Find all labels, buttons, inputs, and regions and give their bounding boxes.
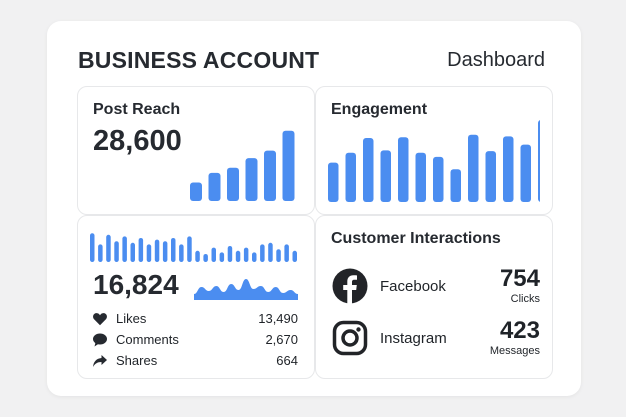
engagement-bar: [345, 152, 356, 202]
activity-bar: [284, 244, 289, 262]
heart-icon: [93, 313, 107, 326]
comments-row: Comments 2,670: [92, 331, 298, 349]
activity-bar-chart: [90, 233, 297, 262]
facebook-clicks-value: 754: [499, 265, 540, 292]
post-reach-bar: [208, 172, 221, 201]
activity-bar: [292, 250, 297, 262]
engagement-bar: [450, 169, 461, 202]
engagement-bar: [433, 156, 444, 202]
post-reach-bar-chart: [190, 130, 295, 201]
engagement-bar: [328, 162, 339, 202]
engagement-bar: [363, 138, 374, 202]
activity-bar: [154, 239, 160, 262]
shares-label: Shares: [116, 353, 158, 368]
engagement-bar: [503, 136, 514, 202]
engagement-bar: [538, 120, 540, 202]
interaction-stats-panel[interactable]: 16,824 Likes 13,490 Comments 2,670 Share…: [77, 215, 315, 379]
engagement-bar: [380, 150, 391, 202]
comments-value: 2,670: [265, 332, 298, 347]
post-reach-bar: [282, 130, 295, 201]
activity-bar: [114, 241, 119, 262]
activity-wave-chart: [194, 279, 298, 300]
page-title: BUSINESS ACCOUNT: [78, 47, 320, 73]
shares-value: 664: [276, 353, 298, 368]
activity-bar: [252, 252, 257, 262]
likes-label: Likes: [116, 311, 147, 326]
facebook-row[interactable]: Facebook 754 Clicks: [332, 265, 542, 306]
instagram-messages-value: 423: [499, 317, 540, 344]
dashboard-label[interactable]: Dashboard: [447, 49, 545, 71]
activity-bar: [195, 250, 200, 262]
activity-bar: [130, 242, 135, 262]
likes-row: Likes 13,490: [92, 310, 298, 328]
likes-value: 13,490: [258, 311, 298, 326]
total-interactions-value: 16,824: [93, 269, 179, 300]
activity-bar: [243, 247, 249, 262]
activity-bar: [260, 244, 265, 262]
share-icon: [93, 355, 107, 367]
activity-bar: [276, 249, 281, 262]
activity-bar: [227, 246, 233, 262]
engagement-bar: [520, 144, 531, 202]
engagement-bar: [415, 152, 426, 202]
activity-bar: [90, 233, 95, 262]
post-reach-bar: [245, 158, 258, 201]
customer-interactions-panel[interactable]: Customer Interactions Facebook 754 Click…: [315, 215, 553, 379]
activity-bar: [98, 244, 103, 262]
activity-bar: [219, 252, 225, 262]
post-reach-bar: [190, 182, 202, 201]
instagram-icon: [332, 320, 368, 356]
comments-label: Comments: [116, 332, 179, 347]
activity-bar: [106, 234, 111, 262]
facebook-label: Facebook: [380, 278, 446, 295]
engagement-bar: [485, 151, 496, 202]
facebook-icon: [332, 268, 368, 304]
activity-bar: [179, 244, 184, 262]
instagram-row[interactable]: Instagram 423 Messages: [332, 317, 542, 358]
activity-bar: [187, 236, 192, 262]
post-reach-bar: [227, 167, 239, 201]
facebook-clicks-unit: Clicks: [510, 293, 540, 305]
customer-interactions-title: Customer Interactions: [331, 230, 501, 247]
engagement-bar: [398, 137, 409, 202]
instagram-label: Instagram: [380, 330, 447, 347]
activity-bar: [268, 242, 273, 262]
post-reach-title: Post Reach: [93, 101, 181, 118]
post-reach-panel[interactable]: Post Reach 28,600: [77, 86, 315, 215]
engagement-panel[interactable]: Engagement: [315, 86, 553, 215]
shares-row: Shares 664: [92, 352, 298, 370]
activity-bar: [162, 241, 168, 262]
instagram-messages-unit: Messages: [489, 345, 540, 357]
comment-icon: [93, 333, 107, 347]
engagement-bar: [468, 134, 479, 202]
activity-bar: [146, 244, 152, 262]
activity-bar: [122, 236, 127, 262]
engagement-title: Engagement: [331, 101, 428, 118]
post-reach-bar: [264, 150, 276, 201]
engagement-bar-chart: [328, 120, 540, 202]
post-reach-value: 28,600: [93, 125, 182, 157]
dashboard-card: BUSINESS ACCOUNT Dashboard Post Reach 28…: [47, 21, 581, 396]
activity-bar: [171, 238, 176, 262]
activity-bar: [138, 238, 144, 262]
activity-bar: [203, 254, 208, 262]
activity-bar: [235, 250, 241, 262]
activity-wave-area: [194, 279, 298, 300]
activity-bar: [211, 247, 216, 262]
